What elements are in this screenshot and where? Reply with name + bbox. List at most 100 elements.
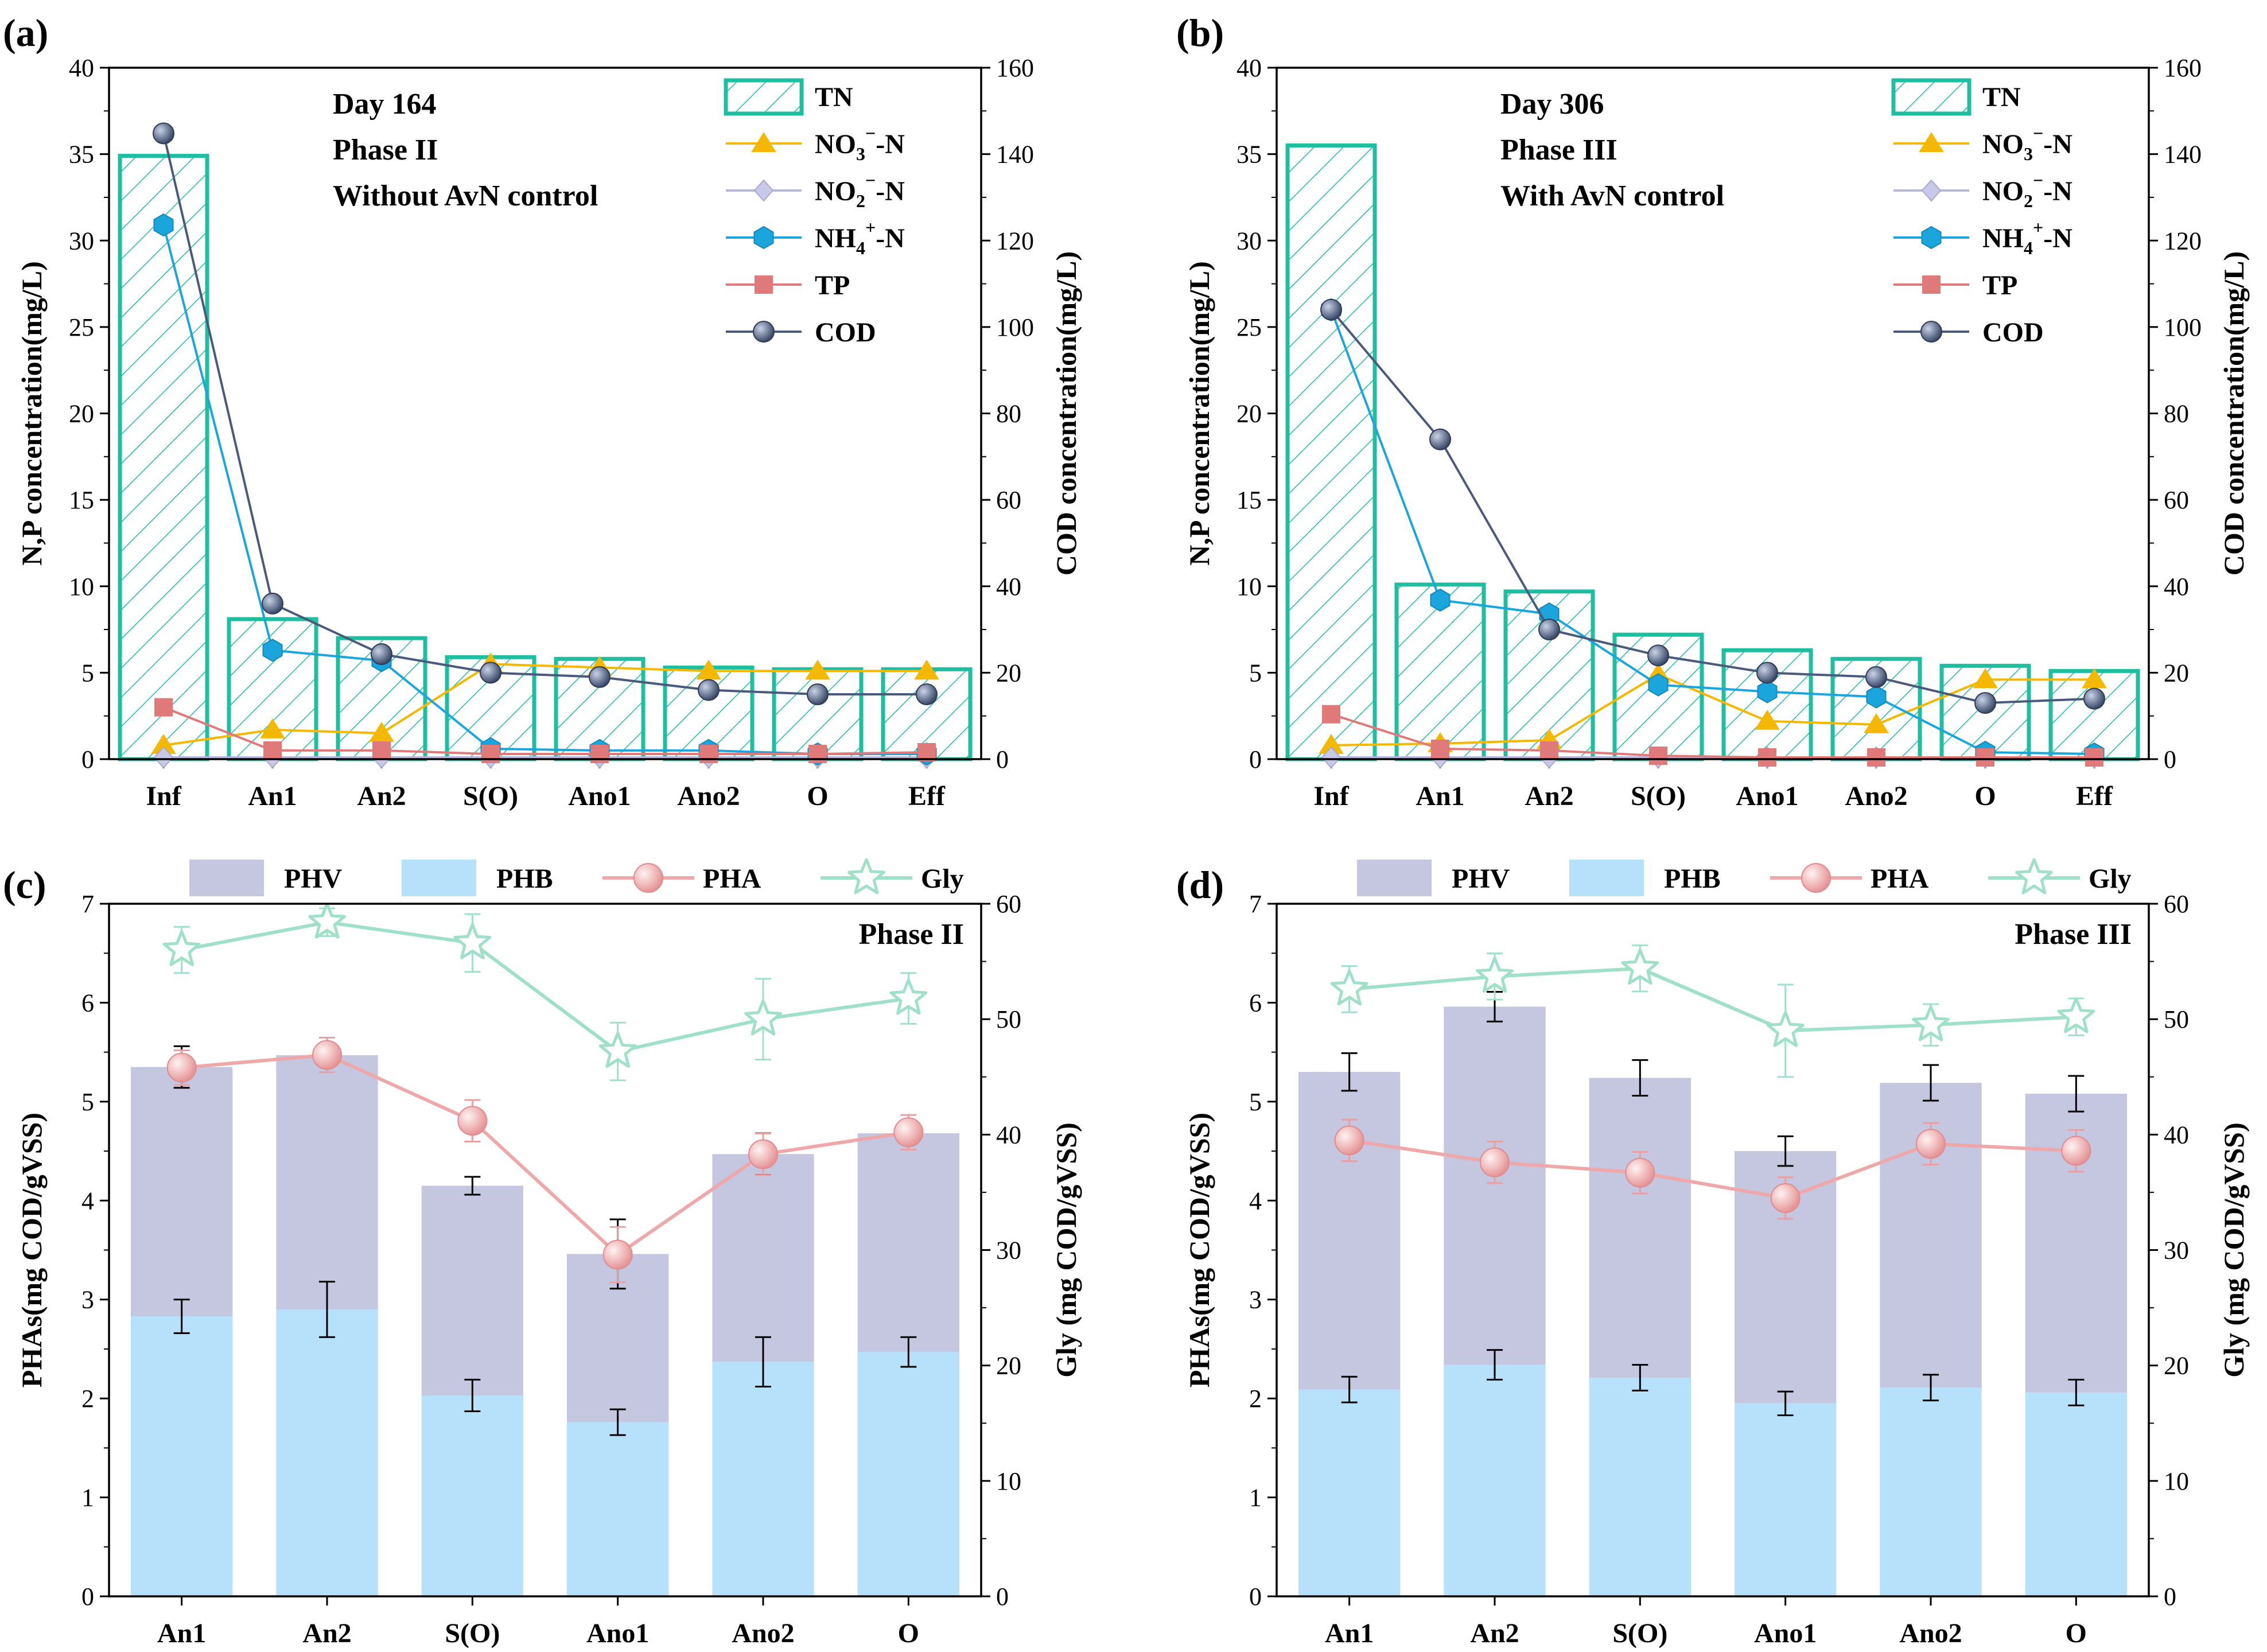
legend-label: COD [815,317,876,348]
cod-point [1974,692,1996,714]
y2-tick-label: 20 [996,1352,1021,1380]
cod-line [1330,309,2095,705]
legend-label: TP [815,270,850,301]
no3-point [805,659,830,680]
legend-label-main: COD [815,317,876,348]
legend-label-main: TN [815,82,853,112]
cod-point [262,592,283,615]
legend-label-sup: − [2033,123,2043,143]
y2-tick-label: 30 [2164,1237,2189,1265]
cod-point [480,662,501,684]
legend-marker [1801,863,1831,893]
phb-bar [421,1395,523,1596]
legend-label: PHV [1452,864,1510,894]
x-tick-label: O [1974,781,1996,811]
y-tick-label: 35 [1236,141,1262,169]
y-tick-label: 7 [1249,890,1262,918]
y2-tick-label: 0 [996,745,1009,773]
tp-point [481,744,500,763]
cod-point [371,643,392,665]
panel-label: (b) [1176,11,1224,55]
tp-point [590,744,609,763]
no3-point [369,721,394,742]
legend-label-main: TP [815,270,850,301]
y-tick-label: 40 [1236,54,1262,82]
y-tick-label: 30 [69,227,94,255]
pha-line [181,1053,909,1257]
cod-point [1320,298,1342,321]
y2-tick-label: 120 [996,227,1034,255]
legend-label: COD [1982,317,2044,348]
annotation: Phase II [333,134,438,166]
cod-point [1756,662,1778,684]
y-tick-label: 5 [1249,1088,1262,1116]
y2-tick-label: 100 [2164,313,2202,341]
plot-frame [1276,67,2150,760]
y2-tick-label: 40 [996,1121,1021,1149]
phb-bar [1444,1365,1546,1596]
panel-c: (c) 0 1 2 3 4 5 6 7 0 10 20 30 40 50 60 An1 An2 S(O) Ano1 An… [3,858,1082,1649]
gly-point [598,1032,637,1068]
phb-bar [131,1316,233,1596]
legend-marker [2015,858,2053,895]
tp-point [263,741,282,760]
y2-tick-label: 160 [996,54,1034,82]
x-tick-label: Ano1 [1754,1618,1817,1649]
legend-item: Gly [1988,858,2132,895]
gly-point [308,902,346,939]
nh4-line [1330,309,2095,755]
y2-tick-label: 0 [2164,1583,2176,1611]
annotation: Phase II [859,918,964,951]
legend-label-sup: + [865,217,876,238]
legend-label-main: TP [1982,270,2017,301]
panel-label: (c) [3,863,46,907]
annotation: Day 306 [1500,88,1604,121]
plot-frame [108,67,982,760]
tn-bar [1285,143,1377,761]
legend-item: NH4+-N [1893,217,2072,258]
legend-item: PHB [402,860,553,896]
tp-point [1649,746,1667,765]
y-axis-title: N,P concentration(mg/L) [1183,261,1215,565]
phv-bar [712,1154,814,1362]
x-tick-label: An1 [1325,1618,1374,1649]
legend-marker [1921,226,1942,250]
no3-point [2082,668,2107,689]
x-tick-label: An1 [248,781,297,811]
legend-label: TP [1982,270,2017,301]
y2-tick-label: 20 [996,659,1021,687]
x-tick-label: Ano2 [732,1618,794,1649]
legend-item: PHA [602,863,761,894]
phv-bar [131,1067,233,1317]
annotation: Phase III [1500,134,1617,166]
y2-tick-label: 50 [2164,1005,2189,1033]
legend-label-suffix: -N [876,176,905,207]
y-tick-label: 6 [81,989,94,1017]
x-tick-label: An2 [302,1618,351,1649]
y2-tick-label: 30 [996,1237,1021,1265]
legend-label: PHA [1871,864,1929,894]
no2-point [153,746,174,769]
y2-axis-title: COD concentration(mg/L) [1050,251,1082,576]
tp-point [808,744,827,763]
legend-label-suffix: -N [2043,129,2072,160]
legend-label-sub: 4 [856,238,865,258]
no3-line [1331,673,2094,747]
y-tick-label: 7 [81,890,94,918]
legend-label: NH4+-N [815,217,905,258]
legend-item: NO2−-N [1893,170,2072,211]
nh4-point [153,213,174,237]
tp-point [699,744,718,763]
plot-frame [108,903,982,1597]
phb-bar [712,1362,814,1596]
panel-b: (b) 0 5 10 15 20 25 30 35 40 0 20 40 60 80 100 120 140 160… [1176,11,2250,811]
nh4-point [262,639,283,662]
tp-point [1431,739,1449,758]
y2-axis-title: Gly (mg COD/gVSS) [1050,1122,1082,1377]
x-tick-label: S(O) [463,781,518,811]
y-tick-label: 20 [1236,400,1262,428]
nh4-point [1430,588,1451,612]
y-tick-label: 25 [69,313,94,341]
tn-bar [118,154,209,761]
